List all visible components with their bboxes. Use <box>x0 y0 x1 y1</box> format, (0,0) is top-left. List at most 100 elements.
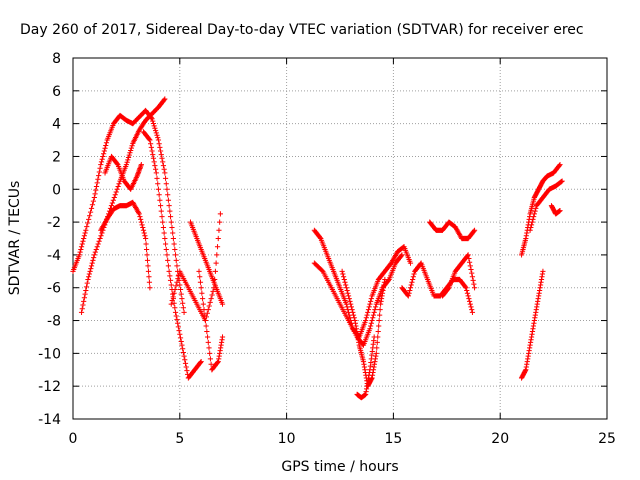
data-point <box>97 235 103 242</box>
series-trace-13 <box>399 260 476 315</box>
data-point <box>530 216 536 222</box>
data-point <box>156 141 162 147</box>
x-tick-label: 10 <box>278 431 296 447</box>
data-point <box>373 304 379 310</box>
data-point <box>80 302 86 308</box>
data-point <box>84 280 90 286</box>
data-point <box>152 127 159 134</box>
data-point <box>157 203 164 209</box>
x-tick-label: 5 <box>175 431 184 447</box>
data-point <box>98 159 105 165</box>
data-point <box>371 334 377 340</box>
data-point <box>199 290 205 296</box>
data-point <box>175 320 181 326</box>
data-point <box>399 252 405 258</box>
data-point <box>178 291 184 297</box>
y-tick-label: -8 <box>47 314 61 330</box>
data-point <box>145 263 151 269</box>
data-point <box>205 339 211 346</box>
data-point <box>217 219 223 225</box>
data-point <box>531 211 537 217</box>
series-trace-6 <box>187 219 226 307</box>
data-point <box>466 259 473 265</box>
data-point <box>128 145 134 151</box>
data-point <box>177 286 184 293</box>
data-point <box>169 297 175 304</box>
data-point <box>159 155 165 161</box>
data-point <box>152 125 158 131</box>
data-point <box>161 230 167 236</box>
data-point <box>467 301 473 307</box>
data-point <box>367 326 373 332</box>
x-tick-label: 25 <box>598 431 616 447</box>
y-tick-label: 6 <box>52 84 61 100</box>
data-point <box>152 162 158 169</box>
y-tick-label: 4 <box>52 117 61 133</box>
data-point <box>78 309 85 315</box>
data-point <box>181 309 187 315</box>
data-point <box>217 211 223 217</box>
data-point <box>148 141 154 147</box>
data-point <box>151 159 157 165</box>
data-point <box>162 235 168 242</box>
data-point <box>398 253 404 259</box>
data-point <box>95 176 101 182</box>
data-point <box>110 197 116 203</box>
data-point <box>532 208 538 214</box>
y-tick-label: -14 <box>38 412 61 428</box>
data-point <box>81 233 87 239</box>
data-point <box>166 203 172 209</box>
data-point <box>468 266 474 273</box>
data-point <box>462 284 468 290</box>
data-point <box>154 175 160 181</box>
data-point <box>162 170 168 176</box>
data-point <box>147 137 153 143</box>
data-point <box>152 166 159 172</box>
data-point <box>96 169 102 175</box>
data-point <box>559 178 565 184</box>
x-tick-label: 15 <box>384 431 402 447</box>
data-point <box>176 327 182 334</box>
data-point <box>172 246 178 253</box>
data-point <box>87 213 93 219</box>
data-point <box>368 323 374 329</box>
data-point <box>114 161 120 167</box>
data-point <box>376 323 382 329</box>
data-point <box>165 257 171 263</box>
data-point <box>465 293 471 299</box>
data-point <box>184 368 190 374</box>
data-point <box>145 268 152 274</box>
data-point <box>90 257 96 263</box>
data-point <box>371 309 377 315</box>
data-point <box>347 298 353 305</box>
data-point <box>79 241 85 247</box>
data-point <box>146 136 152 142</box>
data-point <box>140 227 147 233</box>
data-point <box>166 268 172 274</box>
data-point <box>198 358 204 365</box>
data-point <box>208 361 214 367</box>
data-point <box>175 324 181 330</box>
data-point <box>409 279 415 285</box>
data-point <box>167 214 174 220</box>
data-point <box>78 244 85 250</box>
data-point <box>410 276 416 283</box>
data-point <box>471 227 478 233</box>
data-point <box>204 334 211 340</box>
data-point <box>149 148 155 154</box>
data-point <box>96 172 102 179</box>
data-point <box>171 290 177 296</box>
data-point <box>366 304 372 310</box>
data-point <box>91 194 97 201</box>
data-point <box>214 252 220 258</box>
data-point <box>202 317 209 324</box>
data-point <box>153 170 159 176</box>
data-point <box>385 277 392 284</box>
data-point <box>370 312 377 318</box>
data-point <box>174 279 180 285</box>
data-point <box>174 263 180 269</box>
data-point <box>90 198 97 204</box>
data-point <box>177 282 183 288</box>
data-point <box>81 235 87 242</box>
